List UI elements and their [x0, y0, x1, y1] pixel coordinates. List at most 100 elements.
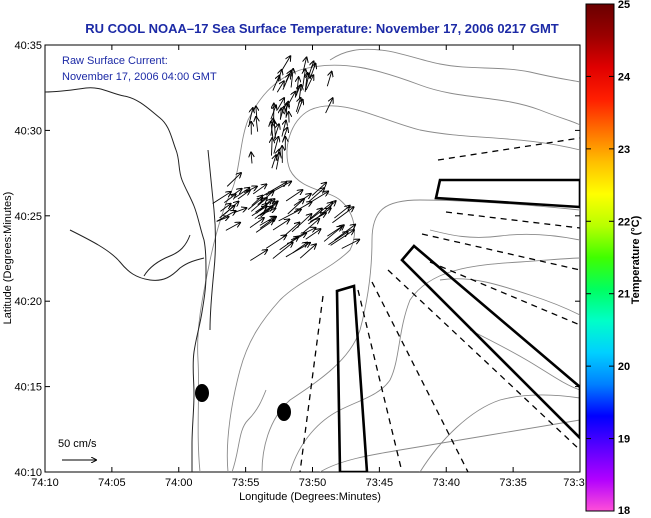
current-vector	[325, 98, 333, 114]
current-vector	[302, 219, 319, 234]
x-axis-label: Longitude (Degrees:Minutes)	[239, 491, 381, 503]
dashed-track	[299, 295, 324, 472]
current-vector	[330, 230, 354, 246]
colorbar-tick-label: 24	[618, 71, 631, 83]
current-vector	[250, 250, 267, 261]
current-vector	[282, 74, 290, 90]
current-vector	[282, 223, 300, 238]
current-vector	[250, 198, 267, 212]
x-tick-label: 73:35	[499, 477, 527, 489]
current-vector	[281, 128, 287, 143]
coastline	[45, 87, 216, 472]
bay-outline	[69, 229, 205, 281]
marker-ellipse	[277, 403, 291, 421]
current-vector	[249, 218, 264, 229]
y-axis-label: Latitude (Degrees:Minutes)	[2, 192, 14, 325]
current-vector	[285, 190, 302, 202]
annotation-line-2: November 17, 2006 04:00 GMT	[62, 71, 217, 83]
colorbar-tick-label: 22	[618, 216, 630, 228]
x-tick-label: 74:05	[98, 477, 126, 489]
annotation-line-1: Raw Surface Current:	[62, 55, 168, 67]
current-vector	[308, 188, 324, 202]
current-vector	[271, 138, 272, 156]
current-vector	[292, 243, 308, 254]
current-vector	[276, 81, 284, 93]
current-vector	[251, 196, 263, 206]
current-vector	[251, 206, 267, 217]
y-tick-label: 40:35	[14, 40, 42, 52]
current-vector	[272, 76, 280, 91]
current-vector	[305, 75, 313, 91]
contour-line	[226, 105, 580, 472]
marker-ellipse	[195, 384, 209, 402]
current-vector	[287, 199, 304, 215]
dashed-track	[421, 233, 580, 271]
dashed-track	[371, 281, 469, 472]
current-vector	[252, 184, 266, 195]
current-vector	[212, 192, 231, 204]
current-vector	[272, 243, 293, 259]
colorbar-ticks: 25 24 23 22 21 20 19 18	[586, 0, 631, 517]
contour-line	[329, 48, 580, 83]
current-vector	[259, 217, 275, 226]
coastline-main	[45, 87, 207, 472]
zone-polygon	[400, 244, 580, 440]
current-vector	[276, 153, 279, 170]
contour-line	[197, 64, 580, 472]
current-vector	[291, 69, 293, 88]
survey-track-lines	[299, 137, 580, 472]
current-vector	[291, 214, 311, 233]
current-vector	[305, 229, 321, 240]
y-tick-label: 40:30	[14, 125, 42, 137]
x-tick-label: 73:40	[432, 477, 460, 489]
dashed-track	[445, 211, 580, 229]
zone-polygon	[434, 178, 580, 209]
contour-line	[429, 229, 580, 241]
zone-polygon	[335, 284, 369, 472]
current-vector	[273, 124, 279, 140]
current-vector	[290, 233, 306, 243]
colorbar-tick-label: 19	[618, 434, 630, 446]
map-frame	[44, 44, 581, 473]
dashed-track	[437, 137, 580, 161]
x-tick-label: 73:50	[299, 477, 327, 489]
current-vector	[224, 194, 235, 203]
map-plot-area: Raw Surface Current: November 17, 2006 0…	[44, 44, 581, 473]
current-vector	[309, 213, 326, 222]
current-vector	[311, 183, 326, 196]
current-vector	[296, 100, 302, 114]
current-vector	[332, 207, 353, 224]
contour-line	[231, 389, 267, 472]
contour-line	[319, 419, 580, 472]
y-tick-label: 40:20	[14, 296, 42, 308]
current-vector	[299, 244, 316, 259]
current-vector	[280, 108, 281, 120]
current-vector	[260, 203, 277, 218]
coastline-inner	[207, 149, 216, 331]
colorbar-tick-label: 25	[618, 0, 630, 11]
surface-current-vectors	[212, 56, 359, 261]
x-tick-label: 73:3	[563, 477, 584, 489]
current-vector	[309, 203, 332, 221]
current-vector	[334, 206, 349, 219]
colorbar-tick-label: 18	[618, 505, 630, 517]
current-vector	[270, 105, 276, 120]
current-vector	[224, 202, 238, 215]
current-vector	[255, 220, 273, 233]
bathymetry-contours	[197, 48, 580, 472]
dashed-track	[357, 289, 403, 472]
current-vector	[265, 235, 286, 249]
x-tick-label: 73:45	[366, 477, 394, 489]
x-tick-label: 74:10	[31, 477, 59, 489]
current-vector	[303, 58, 306, 72]
contour-line	[439, 278, 580, 316]
current-vector	[271, 155, 276, 169]
current-vector	[272, 219, 289, 231]
current-vector	[326, 72, 331, 87]
x-tick-label: 74:00	[165, 477, 193, 489]
contour-line	[469, 329, 580, 391]
current-vector	[334, 225, 356, 241]
contour-line	[419, 394, 580, 472]
current-vector	[256, 117, 258, 132]
